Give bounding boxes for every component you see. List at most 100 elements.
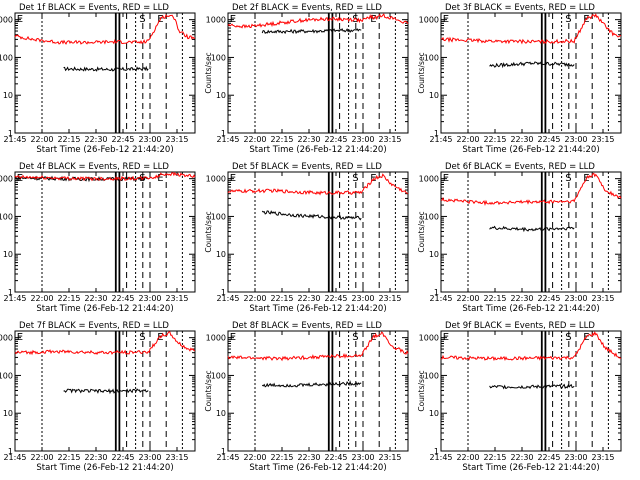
x-tick-label: 23:00 xyxy=(138,453,161,462)
event-flag-label: E xyxy=(17,332,23,343)
series-line-events xyxy=(261,28,362,35)
x-tick-label: 22:15 xyxy=(483,294,506,303)
series-line-lld xyxy=(440,13,622,45)
series-line-lld xyxy=(441,331,622,362)
x-tick-label: 23:15 xyxy=(165,453,188,462)
event-flag-label: E xyxy=(230,14,236,25)
x-tick-label: 22:45 xyxy=(537,453,560,462)
x-tick-label: 23:00 xyxy=(138,135,161,144)
x-tick-label: 21:45 xyxy=(429,135,452,144)
x-tick-label: 22:45 xyxy=(324,453,347,462)
y-tick-label: 10 xyxy=(216,91,226,100)
x-tick-label: 23:15 xyxy=(378,453,401,462)
event-flag-label: S xyxy=(565,173,571,184)
panel-title: Det 4f BLACK = Events, RED = LLD xyxy=(19,162,169,172)
panel-title: Det 3f BLACK = Events, RED = LLD xyxy=(445,3,595,13)
x-tick-label: 21:45 xyxy=(429,294,452,303)
x-tick-label: 22:45 xyxy=(111,453,134,462)
x-tick-label: 23:00 xyxy=(351,294,374,303)
x-tick-label: 22:30 xyxy=(297,294,320,303)
x-tick-label: 22:45 xyxy=(111,294,134,303)
plot-frame xyxy=(440,330,622,452)
series-line-events xyxy=(489,225,575,233)
plot-frame xyxy=(227,12,409,134)
x-tick-label: 21:45 xyxy=(216,294,239,303)
event-flag-label: E xyxy=(157,173,163,184)
x-tick-label: 22:15 xyxy=(57,294,80,303)
event-flag-label: S xyxy=(565,332,571,343)
y-tick-label: 1 xyxy=(434,447,439,456)
x-axis-label: Start Time (26-Feb-12 21:44:20) xyxy=(462,145,599,155)
x-tick-label: 22:30 xyxy=(84,135,107,144)
x-tick-label: 21:45 xyxy=(3,135,26,144)
series-line-events xyxy=(63,65,149,72)
event-flag-label: S xyxy=(352,173,358,184)
x-tick-label: 23:15 xyxy=(378,135,401,144)
y-axis-label: Counts/sec xyxy=(417,52,426,93)
panel-title: Det 9f BLACK = Events, RED = LLD xyxy=(445,321,595,331)
panel-1: Det 1f BLACK = Events, RED = LLD Start Ti… xyxy=(0,3,196,155)
series-line-lld xyxy=(14,331,196,356)
panel-title: Det 1f BLACK = Events, RED = LLD xyxy=(19,3,169,13)
y-tick-label: 10 xyxy=(216,409,226,418)
x-tick-label: 23:15 xyxy=(165,135,188,144)
x-tick-label: 22:15 xyxy=(270,453,293,462)
x-tick-label: 22:00 xyxy=(30,294,53,303)
y-tick-label: 1000 xyxy=(206,16,226,25)
y-tick-label: 1 xyxy=(221,288,226,297)
series-line-lld xyxy=(227,331,409,362)
plot-frame xyxy=(227,171,409,293)
series-line-lld xyxy=(227,13,409,29)
x-axis-label: Start Time (26-Feb-12 21:44:20) xyxy=(462,304,599,314)
panel-title: Det 6f BLACK = Events, RED = LLD xyxy=(445,162,595,172)
series-line-events xyxy=(261,210,362,221)
y-axis-label: Counts/sec xyxy=(204,370,213,411)
y-tick-label: 1 xyxy=(221,447,226,456)
y-tick-label: 100 xyxy=(211,371,226,380)
x-tick-label: 21:45 xyxy=(216,135,239,144)
series-line-events xyxy=(261,380,362,388)
x-tick-label: 23:00 xyxy=(351,453,374,462)
x-tick-label: 22:15 xyxy=(57,453,80,462)
x-tick-label: 22:00 xyxy=(456,453,479,462)
y-tick-label: 1 xyxy=(221,129,226,138)
y-axis-label: Counts/sec xyxy=(204,52,213,93)
panel-3: Det 3f BLACK = Events, RED = LLD Start Ti… xyxy=(417,3,622,155)
y-tick-label: 10 xyxy=(429,250,439,259)
x-tick-label: 21:45 xyxy=(216,453,239,462)
event-flag-label: S xyxy=(352,14,358,25)
y-tick-label: 10 xyxy=(3,250,13,259)
y-tick-label: 1000 xyxy=(206,334,226,343)
panel-7: Det 7f BLACK = Events, RED = LLD Start Ti… xyxy=(0,321,196,473)
y-tick-label: 1 xyxy=(8,288,13,297)
plot-frame xyxy=(440,171,622,293)
x-axis-label: Start Time (26-Feb-12 21:44:20) xyxy=(36,145,173,155)
x-tick-label: 22:00 xyxy=(243,453,266,462)
event-flag-label: E xyxy=(443,173,449,184)
x-tick-label: 22:30 xyxy=(297,135,320,144)
x-axis-label: Start Time (26-Feb-12 21:44:20) xyxy=(36,463,173,473)
event-flag-label: S xyxy=(565,14,571,25)
y-tick-label: 1000 xyxy=(419,334,439,343)
panel-title: Det 8f BLACK = Events, RED = LLD xyxy=(232,321,382,331)
plot-frame xyxy=(227,330,409,452)
series-line-events xyxy=(14,175,149,183)
x-tick-label: 22:45 xyxy=(537,294,560,303)
series-line-lld xyxy=(14,171,196,182)
series-line-lld xyxy=(227,173,409,196)
panel-8: Det 8f BLACK = Events, RED = LLD Start Ti… xyxy=(204,321,409,473)
event-flag-label: E xyxy=(443,332,449,343)
panel-6: Det 6f BLACK = Events, RED = LLD Start Ti… xyxy=(417,162,622,314)
x-axis-label: Start Time (26-Feb-12 21:44:20) xyxy=(249,463,386,473)
x-tick-label: 23:00 xyxy=(138,294,161,303)
y-tick-label: 100 xyxy=(424,53,439,62)
y-tick-label: 1 xyxy=(434,129,439,138)
series-line-events xyxy=(489,383,575,390)
y-tick-label: 100 xyxy=(211,212,226,221)
panel-2: Det 2f BLACK = Events, RED = LLD Start Ti… xyxy=(204,3,409,155)
y-tick-label: 100 xyxy=(0,371,13,380)
x-tick-label: 22:30 xyxy=(510,453,533,462)
x-tick-label: 22:45 xyxy=(324,294,347,303)
panel-title: Det 5f BLACK = Events, RED = LLD xyxy=(232,162,382,172)
y-tick-label: 1000 xyxy=(206,175,226,184)
